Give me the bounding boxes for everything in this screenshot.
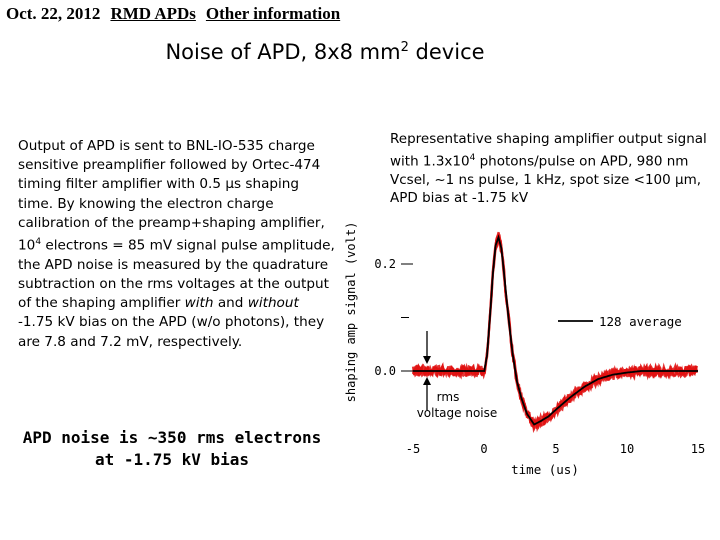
x-axis-label: time (us) — [511, 462, 579, 477]
arrow-icon — [423, 331, 431, 364]
header-topic: RMD APDs — [110, 4, 196, 23]
title-superscript: 2 — [400, 40, 409, 55]
conclusion-text: APD noise is ~350 rms electrons at -1.75… — [0, 427, 344, 471]
x-tick-label: 0 — [480, 442, 487, 456]
x-tick-label: 15 — [691, 442, 705, 456]
slide-header: Oct. 22, 2012 RMD APDs Other information — [6, 4, 340, 24]
average-waveform-line — [413, 234, 698, 426]
x-tick-label: 5 — [552, 442, 559, 456]
figure-caption: Representative shaping amplifier output … — [390, 131, 707, 206]
conclusion-line-1: APD noise is ~350 rms electrons — [22, 428, 322, 447]
page-title: Noise of APD, 8x8 mm2 device — [165, 40, 485, 64]
x-tick-label: 10 — [620, 442, 634, 456]
axis-ticks — [401, 263, 413, 372]
shaping-signal-plot: shaping amp signal (volt) time (us) -5 0… — [344, 222, 705, 477]
arrow-icon — [423, 377, 431, 410]
header-date: Oct. 22, 2012 — [6, 4, 101, 23]
annotation-voltage-noise: voltage noise — [417, 406, 498, 420]
y-axis-label: shaping amp signal (volt) — [344, 222, 358, 403]
x-tick-label: -5 — [406, 442, 420, 456]
header-section: Other information — [205, 4, 341, 23]
y-tick-label: 0.0 — [374, 364, 396, 378]
description-paragraph: Output of APD is sent to BNL-IO-535 char… — [18, 138, 335, 350]
y-tick-label: 0.2 — [374, 257, 396, 271]
annotation-rms: rms — [437, 390, 460, 404]
legend-label: 128 average — [599, 314, 682, 329]
conclusion-line-2: at -1.75 kV bias — [94, 450, 250, 469]
